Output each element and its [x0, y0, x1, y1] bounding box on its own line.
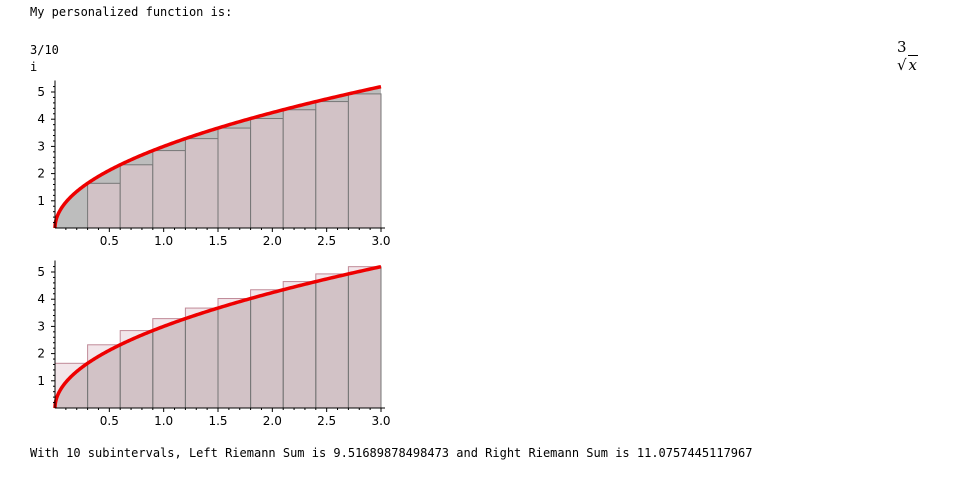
function-curve: [53, 84, 382, 229]
sqrt-symbol: √: [896, 56, 907, 74]
formula-variable: x: [907, 55, 918, 74]
x-tick-label: 3.0: [371, 234, 390, 248]
y-tick-label: 4: [37, 292, 45, 306]
riemann-rect: [119, 164, 154, 229]
x-tick-label: 1.0: [154, 234, 173, 248]
y-tick-label: 3: [37, 139, 45, 153]
riemann-rect: [250, 118, 284, 229]
x-tick-label: 0.5: [100, 234, 119, 248]
x-tick-label: 2.5: [317, 414, 336, 428]
x-tick-label: 2.5: [317, 234, 336, 248]
riemann-rect: [87, 182, 121, 229]
x-tick-label: 1.0: [154, 414, 173, 428]
riemann-rect: [347, 93, 382, 229]
y-tick-label: 2: [37, 347, 45, 361]
riemann-rect: [184, 138, 219, 229]
intro-text: My personalized function is:: [30, 5, 233, 19]
x-tick-label: 1.5: [208, 234, 227, 248]
y-tick-label: 3: [37, 319, 45, 333]
x-tick-label: 0.5: [100, 414, 119, 428]
riemann-result-text: With 10 subintervals, Left Riemann Sum i…: [30, 446, 753, 460]
y-tick-label: 2: [37, 167, 45, 181]
riemann-rect: [217, 127, 252, 229]
function-formula: 3 √ x: [887, 20, 918, 74]
y-tick-label: 5: [37, 265, 45, 279]
y-tick-label: 5: [37, 85, 45, 99]
right-riemann-chart: 0.5 1.0 1.5 2.0 2.5 3.0 1 2 3 4 5: [37, 260, 391, 428]
x-tick-label: 2.0: [263, 234, 282, 248]
riemann-rect: [152, 150, 186, 229]
riemann-rect: [315, 101, 349, 229]
y-tick-label: 4: [37, 112, 45, 126]
variable-text: i: [30, 60, 38, 74]
y-tick-label: 1: [37, 374, 45, 388]
formula-coefficient: 3: [896, 38, 907, 56]
function-curve: [53, 264, 382, 409]
x-tick-label: 1.5: [208, 414, 227, 428]
step-size-text: 3/10: [30, 43, 59, 57]
x-tick-label: 2.0: [263, 414, 282, 428]
x-tick-label: 3.0: [371, 414, 390, 428]
left-riemann-chart: 0.5 1.0 1.5 2.0 2.5 3.0 1 2 3 4 5: [37, 80, 391, 248]
riemann-rect: [282, 109, 317, 229]
y-tick-label: 1: [37, 194, 45, 208]
